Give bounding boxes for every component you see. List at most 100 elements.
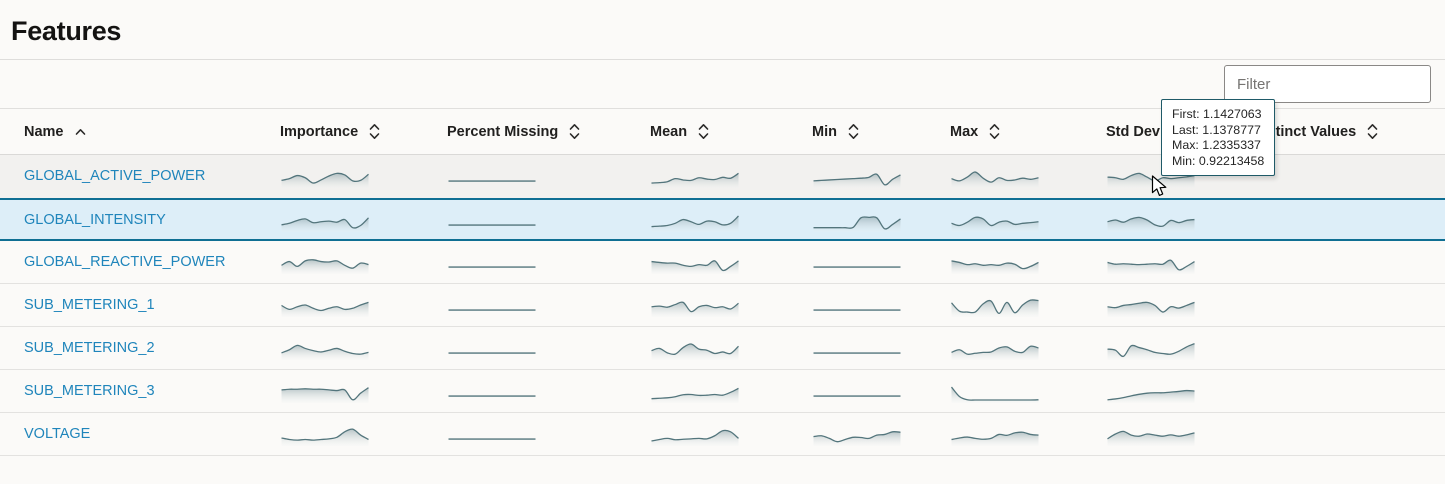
sparkline-max[interactable] [950,335,1040,361]
sparkline-line [813,431,901,443]
sparkline-importance[interactable] [280,163,370,189]
sort-both-icon[interactable] [1367,123,1378,140]
sparkline-mean[interactable] [650,292,740,318]
sparkline-std_dev[interactable] [1106,421,1196,447]
filter-input[interactable] [1224,65,1431,103]
feature-name-link[interactable]: GLOBAL_INTENSITY [24,211,166,228]
sparkline-mean[interactable] [650,378,740,404]
sparkline-min[interactable] [812,335,902,361]
sparkline-line [951,345,1039,355]
sparkline-percent_missing[interactable] [447,292,537,318]
sparkline-percent_missing[interactable] [447,163,537,189]
feature-name-link[interactable]: GLOBAL_ACTIVE_POWER [24,168,206,184]
feature-name-link[interactable]: SUB_METERING_2 [24,340,155,356]
sparkline-line [651,215,739,227]
cell-min [812,163,950,189]
sparkline-line [951,216,1039,226]
column-header-min[interactable]: Min [812,123,950,140]
sparkline-mean[interactable] [650,249,740,275]
feature-name-link[interactable]: SUB_METERING_1 [24,297,155,313]
sparkline-mean[interactable] [650,163,740,189]
sparkline-min[interactable] [812,421,902,447]
sparkline-importance[interactable] [280,207,370,233]
sparkline-mean[interactable] [650,335,740,361]
sparkline-min[interactable] [812,292,902,318]
sort-both-icon[interactable] [848,123,859,140]
sparkline-std_dev[interactable] [1106,163,1196,189]
sparkline-mean[interactable] [650,421,740,447]
column-header-name[interactable]: Name [0,124,280,140]
sparkline-percent_missing[interactable] [447,335,537,361]
sparkline-line [1107,259,1195,271]
cell-max [950,421,1106,447]
sparkline-percent_missing[interactable] [447,249,537,275]
cell-min [812,421,950,447]
page-header: Features [0,0,1445,60]
sparkline-min[interactable] [812,249,902,275]
sparkline-min[interactable] [812,378,902,404]
column-header-distinct-values[interactable]: Distinct Values [1253,123,1431,140]
sparkline-std_dev[interactable] [1106,378,1196,404]
sparkline-percent_missing[interactable] [447,421,537,447]
sparkline-importance[interactable] [280,421,370,447]
sparkline-max[interactable] [950,207,1040,233]
feature-name-link[interactable]: VOLTAGE [24,426,91,442]
sort-both-icon[interactable] [569,123,580,140]
table-row[interactable]: VOLTAGE [0,413,1445,456]
sparkline-percent_missing[interactable] [447,378,537,404]
sort-ascending-icon[interactable] [75,128,86,136]
cell-max [950,207,1106,233]
sparkline-min[interactable] [812,163,902,189]
sparkline-area [813,216,901,232]
sparkline-line [1107,342,1195,358]
column-header-importance[interactable]: Importance [280,123,447,140]
sparkline-std_dev[interactable] [1106,249,1196,275]
sparkline-area [951,346,1039,360]
tooltip-line: First: 1.1427063 [1172,107,1262,121]
sparkline-importance[interactable] [280,292,370,318]
sort-both-icon[interactable] [698,123,709,140]
table-row[interactable]: SUB_METERING_1 [0,284,1445,327]
sort-both-icon[interactable] [989,123,1000,140]
column-header-percent-missing[interactable]: Percent Missing [447,123,650,140]
sparkline-importance[interactable] [280,378,370,404]
sparkline-area [651,344,739,360]
cell-mean [650,163,812,189]
feature-name-link[interactable]: GLOBAL_REACTIVE_POWER [24,254,226,270]
table-row[interactable]: GLOBAL_ACTIVE_POWER [0,155,1445,198]
sparkline-std_dev[interactable] [1106,207,1196,233]
sparkline-max[interactable] [950,421,1040,447]
cell-std_dev [1106,249,1253,275]
sparkline-max[interactable] [950,163,1040,189]
sparkline-max[interactable] [950,292,1040,318]
cell-max [950,378,1106,404]
sparkline-line [1107,389,1195,401]
column-header-max[interactable]: Max [950,123,1106,140]
table-row[interactable]: GLOBAL_INTENSITY [0,198,1445,241]
sparkline-mean[interactable] [650,207,740,233]
sparkline-max[interactable] [950,378,1040,404]
table-row[interactable]: GLOBAL_REACTIVE_POWER [0,241,1445,284]
column-header-label: Min [812,123,837,140]
table-toolbar [0,60,1445,108]
sparkline-line [950,386,1039,401]
sparkline-percent_missing[interactable] [447,207,537,233]
sparkline-importance[interactable] [280,249,370,275]
feature-name-link[interactable]: SUB_METERING_3 [24,383,155,399]
sparkline-area [651,260,739,274]
sparkline-importance[interactable] [280,335,370,361]
sparkline-line [281,344,369,355]
sparkline-max[interactable] [950,249,1040,275]
sort-both-icon[interactable] [369,123,380,140]
table-row[interactable]: SUB_METERING_2 [0,327,1445,370]
cell-mean [650,207,812,233]
sparkline-min[interactable] [812,207,902,233]
cell-min [812,378,950,404]
sparkline-line [281,387,369,401]
table-row[interactable]: SUB_METERING_3 [0,370,1445,413]
column-header-mean[interactable]: Mean [650,123,812,140]
sparkline-area [651,173,739,188]
sparkline-std_dev[interactable] [1106,335,1196,361]
sparkline-area [281,345,369,360]
sparkline-std_dev[interactable] [1106,292,1196,318]
